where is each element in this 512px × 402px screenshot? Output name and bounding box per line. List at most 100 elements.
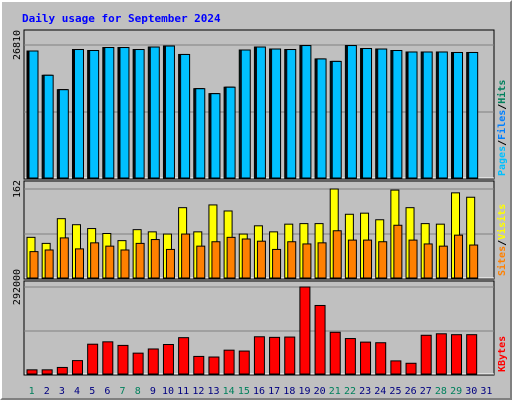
x-tick-label: 5 [89, 386, 95, 397]
bar-kbytes-day-11 [178, 337, 190, 375]
bar-kbytes-day-7 [117, 344, 129, 375]
panel-legend-label: KBytes [497, 336, 508, 372]
bar-kbytes-day-25 [390, 360, 402, 375]
x-tick-label: 26 [405, 386, 417, 397]
legend-part: / [497, 140, 508, 146]
x-tick-label: 11 [177, 386, 189, 397]
x-tick-label: 19 [298, 386, 310, 397]
x-tick-label: 17 [268, 386, 280, 397]
bar-kbytes-day-19 [299, 286, 311, 375]
legend-part: Pages [497, 146, 508, 176]
bar-kbytes-day-26 [405, 362, 417, 375]
x-tick-label: 10 [162, 386, 174, 397]
x-tick-label: 1 [29, 386, 35, 397]
bar-pages-day-21 [331, 60, 342, 179]
bar-kbytes-day-18 [284, 336, 296, 375]
y-axis-max-label: 26810 [12, 30, 23, 60]
bar-pages-day-30 [468, 51, 479, 179]
bar-pages-day-6 [104, 47, 115, 179]
bar-sites-day-4 [74, 248, 84, 279]
bar-sites-day-5 [90, 242, 100, 279]
legend-part: KBytes [497, 336, 508, 372]
bar-pages-day-14 [225, 86, 236, 179]
legend-part: Sites [496, 246, 508, 276]
bar-kbytes-day-24 [375, 342, 387, 375]
bar-kbytes-day-30 [466, 334, 478, 375]
bar-pages-day-13 [210, 93, 221, 179]
bar-kbytes-day-9 [147, 348, 159, 375]
x-tick-label: 22 [344, 386, 356, 397]
bar-sites-day-20 [317, 242, 327, 279]
bar-pages-day-23 [362, 48, 373, 179]
bar-kbytes-day-1 [26, 369, 38, 375]
x-tick-label: 13 [207, 386, 219, 397]
bar-pages-day-15 [240, 49, 251, 179]
bar-sites-day-12 [196, 245, 206, 279]
bar-pages-day-26 [407, 51, 418, 179]
bar-kbytes-day-29 [451, 334, 463, 375]
x-tick-label: 15 [238, 386, 250, 397]
x-tick-label: 2 [44, 386, 50, 397]
bar-pages-day-29 [453, 51, 464, 179]
x-tick-label: 4 [74, 386, 80, 397]
bar-kbytes-day-10 [162, 344, 174, 375]
bar-sites-day-22 [347, 239, 357, 279]
bar-pages-day-18 [286, 49, 297, 179]
bar-kbytes-day-15 [238, 350, 250, 375]
bar-kbytes-day-28 [435, 333, 447, 375]
x-tick-label: 31 [480, 386, 492, 397]
bar-kbytes-day-4 [71, 360, 83, 375]
bar-pages-day-22 [346, 45, 357, 179]
bar-kbytes-day-20 [314, 304, 326, 375]
bar-pages-day-10 [164, 45, 175, 179]
bar-sites-day-27 [423, 243, 433, 279]
x-axis: 1 2 3 4 5 6 7 8 9 10 11 12 13 14 15 16 17 18 19 20 21 22 23 24 2… [29, 386, 493, 397]
bar-pages-day-9 [149, 46, 160, 179]
bar-pages-day-28 [437, 51, 448, 179]
bar-kbytes-day-27 [420, 334, 432, 375]
legend-part: Hits [496, 80, 508, 104]
x-tick-label: 12 [192, 386, 204, 397]
bar-pages-day-12 [195, 88, 206, 179]
bar-kbytes-day-8 [132, 352, 144, 375]
bar-sites-day-24 [378, 241, 388, 279]
chart-title: Daily usage for September 2024 [22, 12, 221, 25]
legend-part: / [497, 104, 508, 110]
x-tick-label: 6 [104, 386, 110, 397]
x-tick-label: 14 [223, 386, 235, 397]
legend-part: Visits [496, 204, 508, 240]
bar-sites-day-10 [165, 248, 175, 279]
x-tick-label: 29 [450, 386, 462, 397]
panel-visits-sites: 162 Sites/Visits [12, 180, 508, 280]
bar-sites-day-11 [181, 233, 191, 279]
x-tick-label: 23 [359, 386, 371, 397]
bar-sites-day-30 [469, 244, 479, 279]
bar-kbytes-day-13 [208, 356, 220, 375]
chart-panels: 26810Pages/Files/Hits162Sites/Visits2920… [12, 29, 508, 376]
x-tick-label: 3 [59, 386, 65, 397]
bar-sites-day-23 [363, 239, 373, 279]
bar-sites-day-7 [120, 249, 130, 279]
bar-pages-day-11 [180, 53, 191, 179]
x-tick-label: 25 [389, 386, 401, 397]
x-tick-label: 28 [435, 386, 447, 397]
bar-pages-day-27 [422, 51, 433, 179]
bar-pages-day-19 [301, 45, 312, 179]
x-tick-label: 24 [374, 386, 386, 397]
bar-pages-day-24 [377, 48, 388, 179]
x-tick-label: 20 [314, 386, 326, 397]
bar-sites-day-6 [105, 245, 115, 279]
bar-sites-day-8 [135, 242, 145, 279]
bar-pages-day-7 [119, 47, 130, 179]
x-tick-label: 30 [465, 386, 477, 397]
bar-sites-day-9 [150, 239, 160, 279]
y-axis-max-label: 162 [12, 180, 23, 198]
x-tick-label: 16 [253, 386, 265, 397]
y-axis-max-label: 292000 [12, 269, 23, 305]
bar-sites-day-13 [211, 241, 221, 279]
bar-kbytes-day-5 [87, 343, 99, 375]
x-tick-label: 9 [150, 386, 156, 397]
